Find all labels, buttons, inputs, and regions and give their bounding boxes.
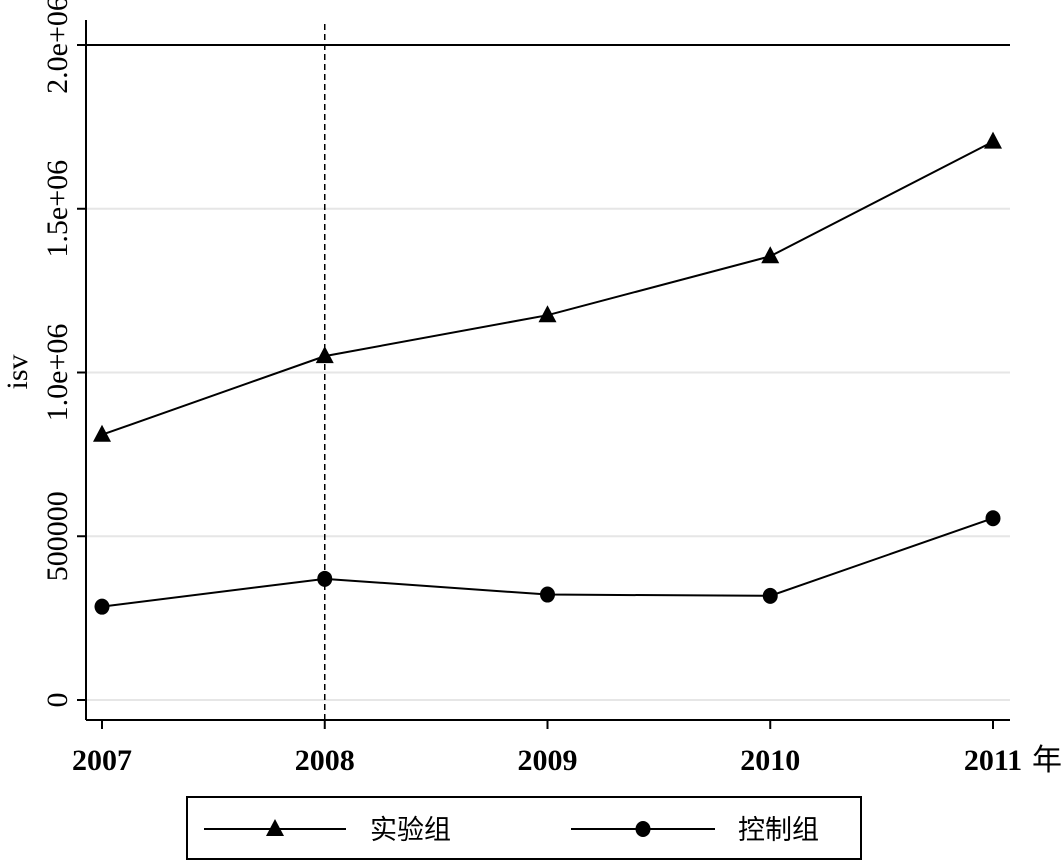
reference-lines (86, 24, 1010, 720)
axes (85, 20, 1010, 721)
data-point-0-2 (538, 305, 557, 323)
data-point-1-1 (317, 570, 333, 587)
data-point-1-0 (94, 598, 110, 615)
data-point-1-3 (762, 587, 778, 604)
legend-marker-1 (635, 821, 651, 837)
x-tick-label-1: 2008 (295, 744, 355, 777)
legend: 实验组 控制组 (186, 796, 862, 860)
x-tick-label-0: 2007 (72, 744, 132, 777)
series-group (93, 131, 1002, 615)
series-line-0 (101, 140, 994, 436)
legend-items: 实验组 控制组 (204, 815, 819, 846)
data-point-1-2 (540, 586, 555, 603)
y-axis-label: isv (1, 354, 34, 389)
y-tick-label-4: 2.0e+06 (41, 0, 74, 94)
y-tick-label-1: 500000 (41, 491, 74, 581)
x-tick-label-2: 2009 (518, 744, 578, 777)
series-0 (93, 131, 1002, 442)
series-1 (94, 510, 1001, 615)
x-ticks: 2007 2008 2009 2010 2011 (72, 720, 1022, 777)
data-point-0-0 (93, 424, 111, 442)
legend-label-1: 控制组 (738, 815, 819, 846)
x-tick-label-3: 2010 (740, 744, 800, 777)
y-tick-label-0: 0 (41, 693, 74, 708)
data-point-0-1 (315, 346, 334, 364)
x-axis-unit-label: 年 (1032, 744, 1062, 777)
x-tick-label-4: 2011 (964, 744, 1022, 777)
legend-label-0: 实验组 (370, 815, 451, 846)
data-point-0-4 (984, 131, 1002, 149)
data-point-0-3 (761, 246, 780, 264)
data-point-1-4 (985, 510, 1001, 527)
y-tick-label-3: 1.5e+06 (41, 160, 74, 258)
legend-marker-0 (266, 819, 284, 836)
y-ticks: 0 500000 1.0e+06 1.5e+06 2.0e+06 (41, 0, 86, 708)
y-tick-label-2: 1.0e+06 (41, 324, 74, 422)
gridlines (86, 207, 1010, 701)
